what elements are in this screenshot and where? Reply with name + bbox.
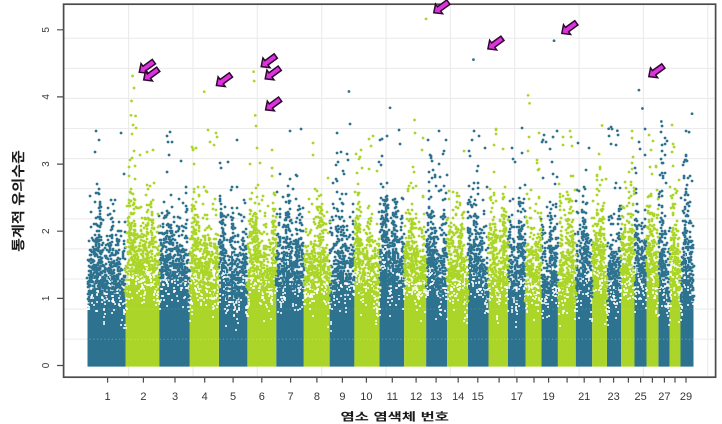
svg-text:11: 11 <box>387 391 398 403</box>
svg-text:0: 0 <box>41 362 52 368</box>
svg-text:3: 3 <box>172 391 178 403</box>
svg-text:15: 15 <box>472 391 484 403</box>
svg-text:23: 23 <box>607 391 619 403</box>
svg-text:19: 19 <box>542 391 554 403</box>
svg-text:13: 13 <box>430 391 442 403</box>
svg-text:4: 4 <box>41 94 52 100</box>
svg-text:8: 8 <box>314 391 320 403</box>
svg-text:9: 9 <box>339 391 345 403</box>
svg-text:3: 3 <box>41 161 52 167</box>
svg-text:27: 27 <box>658 391 670 403</box>
svg-text:5: 5 <box>41 27 52 33</box>
svg-text:7: 7 <box>288 391 294 403</box>
svg-text:1: 1 <box>41 295 52 301</box>
svg-text:6: 6 <box>259 391 265 403</box>
svg-text:29: 29 <box>680 391 692 403</box>
svg-text:17: 17 <box>511 391 523 403</box>
svg-text:1: 1 <box>105 391 111 403</box>
svg-text:21: 21 <box>578 391 590 403</box>
svg-text:12: 12 <box>410 391 422 403</box>
svg-text:2: 2 <box>41 228 52 234</box>
svg-text:14: 14 <box>452 391 464 403</box>
svg-text:25: 25 <box>634 391 646 403</box>
svg-text:10: 10 <box>360 391 372 403</box>
svg-text:5: 5 <box>230 391 236 403</box>
svg-text:2: 2 <box>140 391 146 403</box>
svg-text:4: 4 <box>202 391 208 403</box>
